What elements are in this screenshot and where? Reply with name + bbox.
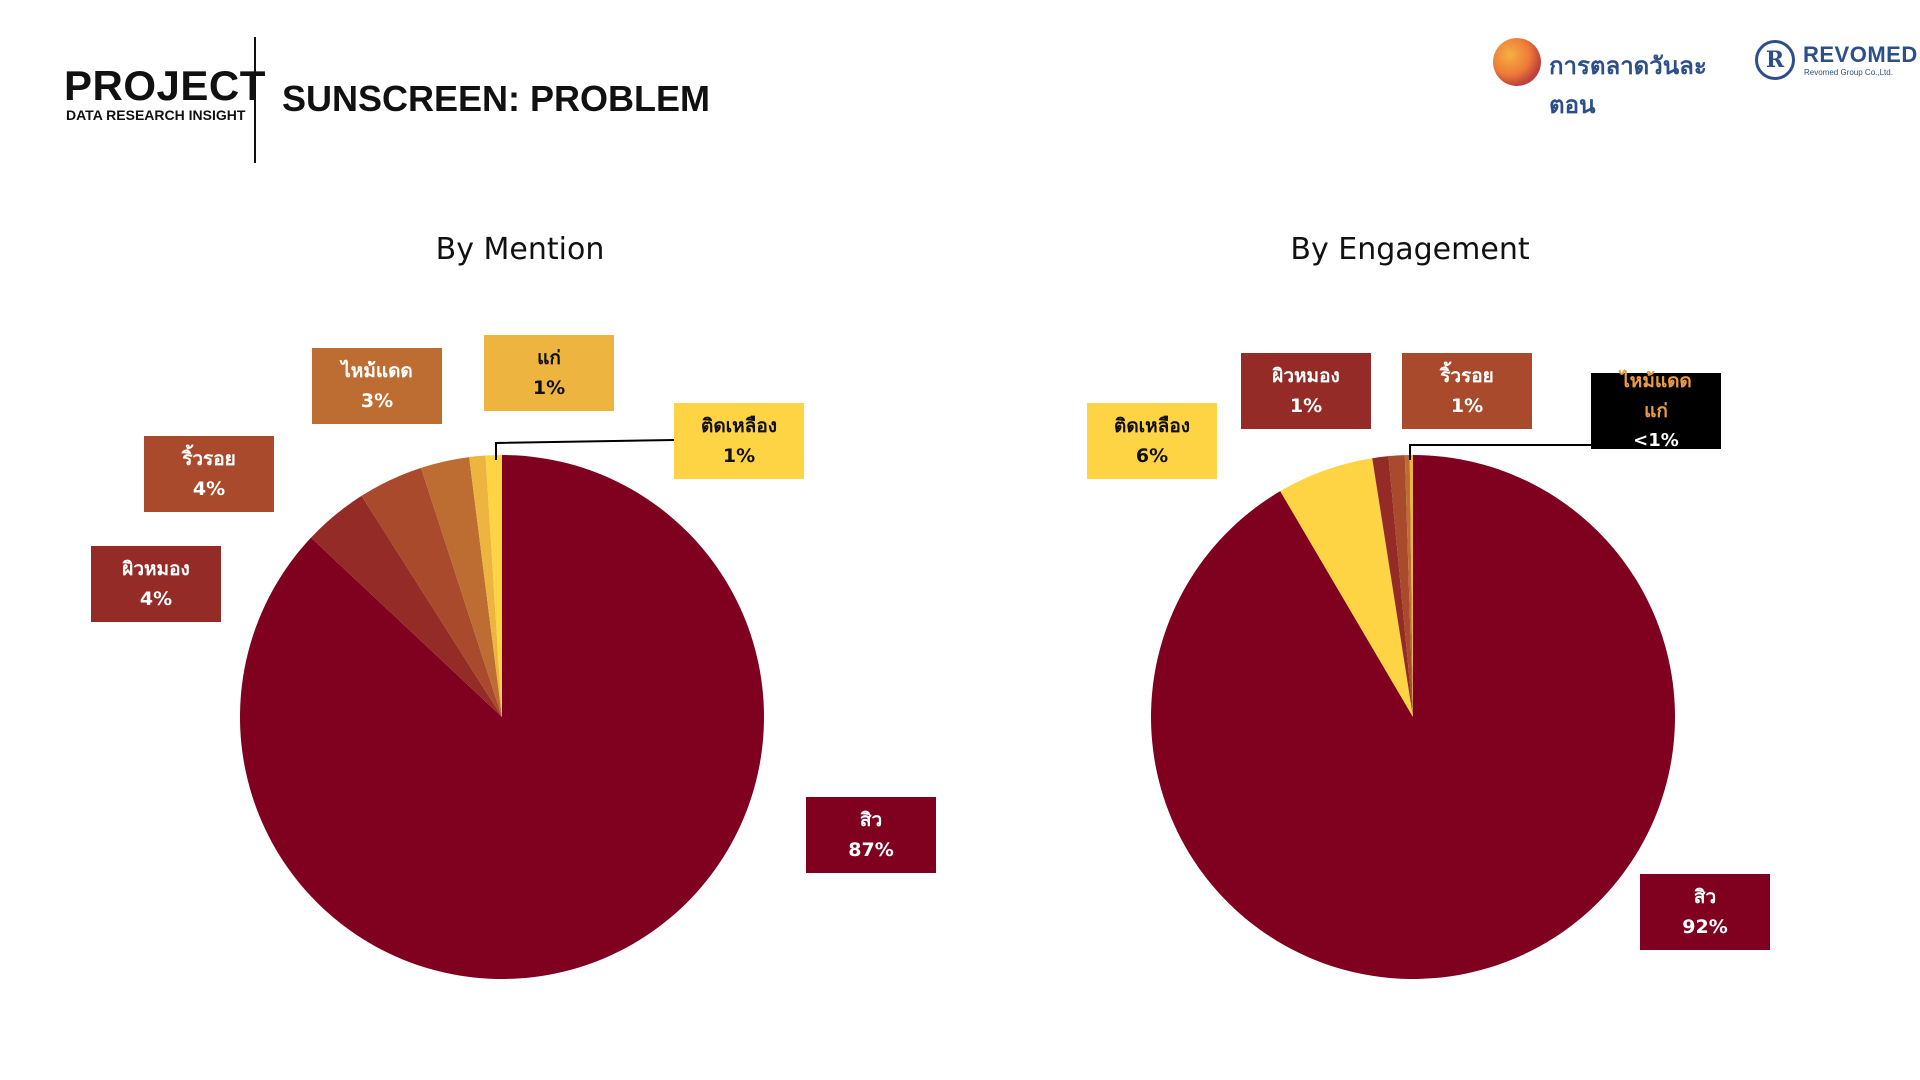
- label-engagement-3: ริ้วรอย 1%: [1402, 353, 1532, 429]
- chart-title-engagement: By Engagement: [1290, 232, 1530, 267]
- label-name: ผิวหมอง: [1272, 365, 1340, 387]
- page-title: SUNSCREEN: PROBLEM: [282, 78, 711, 119]
- project-title: PROJECT: [64, 62, 266, 109]
- label-name: แก่: [1644, 400, 1668, 422]
- label-value: 3%: [360, 390, 394, 412]
- label-value: <1%: [1633, 430, 1679, 451]
- label-mention-4: แก่ 1%: [484, 335, 614, 411]
- pie-slice-engagement-2: [1372, 456, 1413, 717]
- label-value: 1%: [1289, 395, 1323, 417]
- label-value: 4%: [192, 478, 226, 500]
- pie-engagement: [1150, 455, 1676, 979]
- label-engagement-1: ติดเหลือง 6%: [1087, 403, 1217, 479]
- revomed-logo-subtext: Revomed Group Co.,Ltd.: [1804, 68, 1893, 77]
- project-subtitle: DATA RESEARCH INSIGHT: [66, 107, 246, 123]
- pie-slice-mention-0: [240, 455, 765, 979]
- label-name: ผิวหมอง: [122, 558, 190, 580]
- marketing-logo: การตลาดวันละตอน: [1493, 38, 1743, 119]
- label-value: 92%: [1682, 916, 1728, 938]
- label-name: ไหม้แดด: [341, 360, 413, 382]
- revomed-logo-text: REVOMED: [1803, 42, 1918, 67]
- revomed-logo: R REVOMED Revomed Group Co.,Ltd.: [1755, 38, 1917, 90]
- pie-slice-engagement-4: [1404, 455, 1413, 717]
- pie-slice-mention-1: [311, 495, 502, 717]
- leader-line-engagement-small: [1409, 444, 1591, 460]
- label-name: สิว: [859, 809, 883, 831]
- pie-slice-mention-3: [421, 457, 502, 717]
- chart-title-mention: By Mention: [435, 232, 605, 267]
- label-name: ติดเหลือง: [1113, 415, 1191, 437]
- label-value: 1%: [532, 377, 566, 399]
- pie-slice-engagement-3: [1388, 455, 1413, 717]
- label-name: แก่: [537, 347, 561, 369]
- pie-slice-engagement-1: [1280, 458, 1413, 717]
- label-engagement-0: สิว 92%: [1640, 874, 1770, 950]
- label-value: 4%: [139, 588, 173, 610]
- revomed-logo-icon: R: [1755, 40, 1795, 80]
- label-name: สิว: [1693, 886, 1717, 908]
- marketing-logo-icon: [1493, 38, 1541, 86]
- label-value: 1%: [1450, 395, 1484, 417]
- label-value: 6%: [1135, 445, 1169, 467]
- label-mention-3: ไหม้แดด 3%: [312, 348, 442, 424]
- pie-slice-mention-2: [361, 467, 502, 717]
- leader-lines: [495, 439, 1591, 460]
- pie-mention: [240, 455, 765, 979]
- pie-slice-engagement-5: [1409, 455, 1413, 717]
- label-engagement-4-5: ไหม้แดด แก่ <1%: [1591, 370, 1721, 451]
- label-mention-5: ติดเหลือง 1%: [674, 403, 804, 479]
- label-name: ติดเหลือง: [700, 415, 778, 437]
- pie-slice-mention-4: [469, 455, 502, 717]
- label-mention-1: ผิวหมอง 4%: [91, 546, 221, 622]
- label-engagement-2: ผิวหมอง 1%: [1241, 353, 1371, 429]
- label-name: ไหม้แดด: [1620, 370, 1692, 392]
- label-value: 1%: [722, 445, 756, 467]
- label-name: ริ้วรอย: [1440, 365, 1494, 387]
- pie-slice-mention-5: [485, 455, 502, 717]
- header-divider: [254, 37, 256, 163]
- marketing-logo-text: การตลาดวันละตอน: [1549, 52, 1707, 119]
- label-mention-0: สิว 87%: [806, 797, 936, 873]
- label-name: ริ้วรอย: [182, 448, 236, 470]
- header: PROJECT DATA RESEARCH INSIGHT SUNSCREEN:…: [0, 0, 1920, 170]
- label-mention-2: ริ้วรอย 4%: [144, 436, 274, 512]
- label-value: 87%: [848, 839, 894, 861]
- leader-line-mention-yellow: [495, 439, 675, 460]
